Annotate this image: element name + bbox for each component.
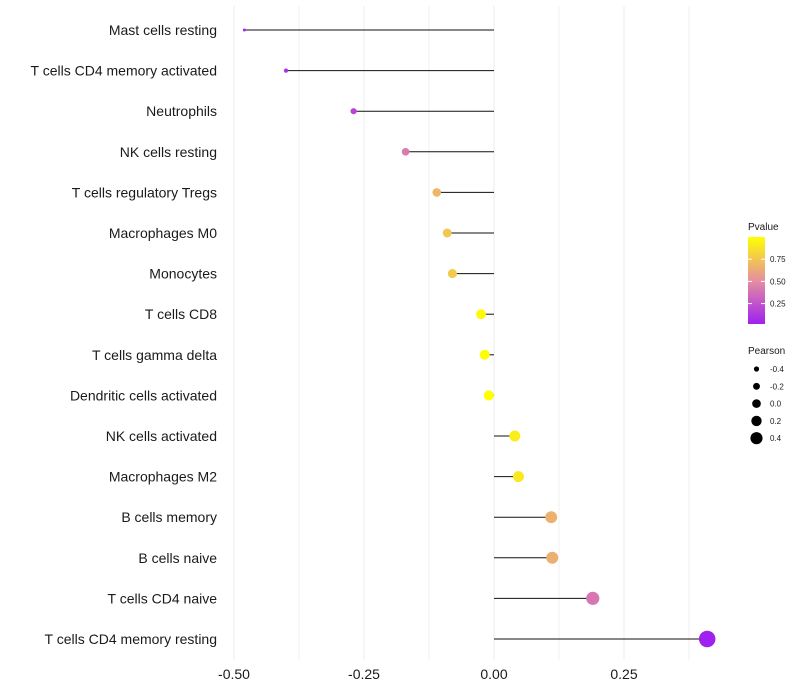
pearson-size-label: -0.2 [770,382,784,391]
category-label: T cells gamma delta [92,347,217,363]
lollipop-dot [698,630,716,648]
x-tick-label: 0.25 [610,666,637,682]
pvalue-tick-label: 0.50 [770,277,786,286]
lollipop-dot [479,349,490,360]
lollipop-dot [586,591,600,605]
pearson-legend: Pearson -0.4 -0.2 0.0 0.2 0.4 [748,346,785,445]
lollipop-dot [350,108,357,115]
category-label: Dendritic cells activated [70,387,217,403]
x-tick-label: -0.50 [218,666,250,682]
lollipop-dot [546,551,559,564]
lollipop-dots [242,28,716,648]
pvalue-tick-label: 0.25 [770,300,786,309]
category-label: Mast cells resting [109,22,217,38]
lollipop-dot [401,147,410,156]
pvalue-colorbar [748,237,765,324]
pearson-size-label: 0.2 [770,417,782,426]
pearson-size-label: 0.4 [770,434,782,443]
lollipop-dot [283,68,289,73]
category-label: T cells regulatory Tregs [72,184,217,200]
category-label: T cells CD4 memory activated [31,63,217,79]
x-axis-ticks: -0.50 -0.25 0.00 0.25 [218,666,638,682]
category-label: Monocytes [149,266,217,282]
pvalue-legend-title: Pvalue [748,222,779,233]
pearson-size-label: 0.0 [770,400,782,409]
category-labels: Mast cells resting T cells CD4 memory act… [31,22,218,647]
category-label: NK cells activated [106,428,217,444]
category-label: Macrophages M0 [109,225,217,241]
lollipop-stems [244,29,708,640]
lollipop-dot [432,188,442,197]
pearson-size-label: -0.4 [770,365,784,374]
category-label: T cells CD4 naive [108,590,218,606]
lollipop-dot [442,228,452,238]
category-label: Macrophages M2 [109,469,217,485]
lollipop-dot [476,309,486,320]
lollipop-dot [242,28,246,32]
x-tick-label: -0.25 [348,666,380,682]
lollipop-dot [512,471,524,483]
category-label: B cells naive [138,550,217,566]
pvalue-legend: Pvalue 0.25 0.50 0.75 [748,222,786,324]
category-label: T cells CD4 memory resting [45,631,217,647]
category-label: Neutrophils [146,103,217,119]
x-tick-label: 0.00 [480,666,507,682]
lollipop-dot [447,269,457,279]
lollipop-dot [483,390,494,401]
pearson-size-key [751,415,762,427]
lollipop-dot [545,511,558,524]
pearson-legend-title: Pearson [748,346,785,357]
category-label: B cells memory [121,509,217,525]
pearson-size-key [752,399,761,408]
lollipop-dot [509,430,521,442]
pvalue-tick-label: 0.75 [770,255,786,264]
pearson-size-key [753,382,760,390]
grid-lines [233,6,690,660]
pearson-size-key [750,432,763,445]
pearson-size-key [753,366,760,372]
category-label: NK cells resting [120,144,217,160]
category-label: T cells CD8 [145,306,217,322]
